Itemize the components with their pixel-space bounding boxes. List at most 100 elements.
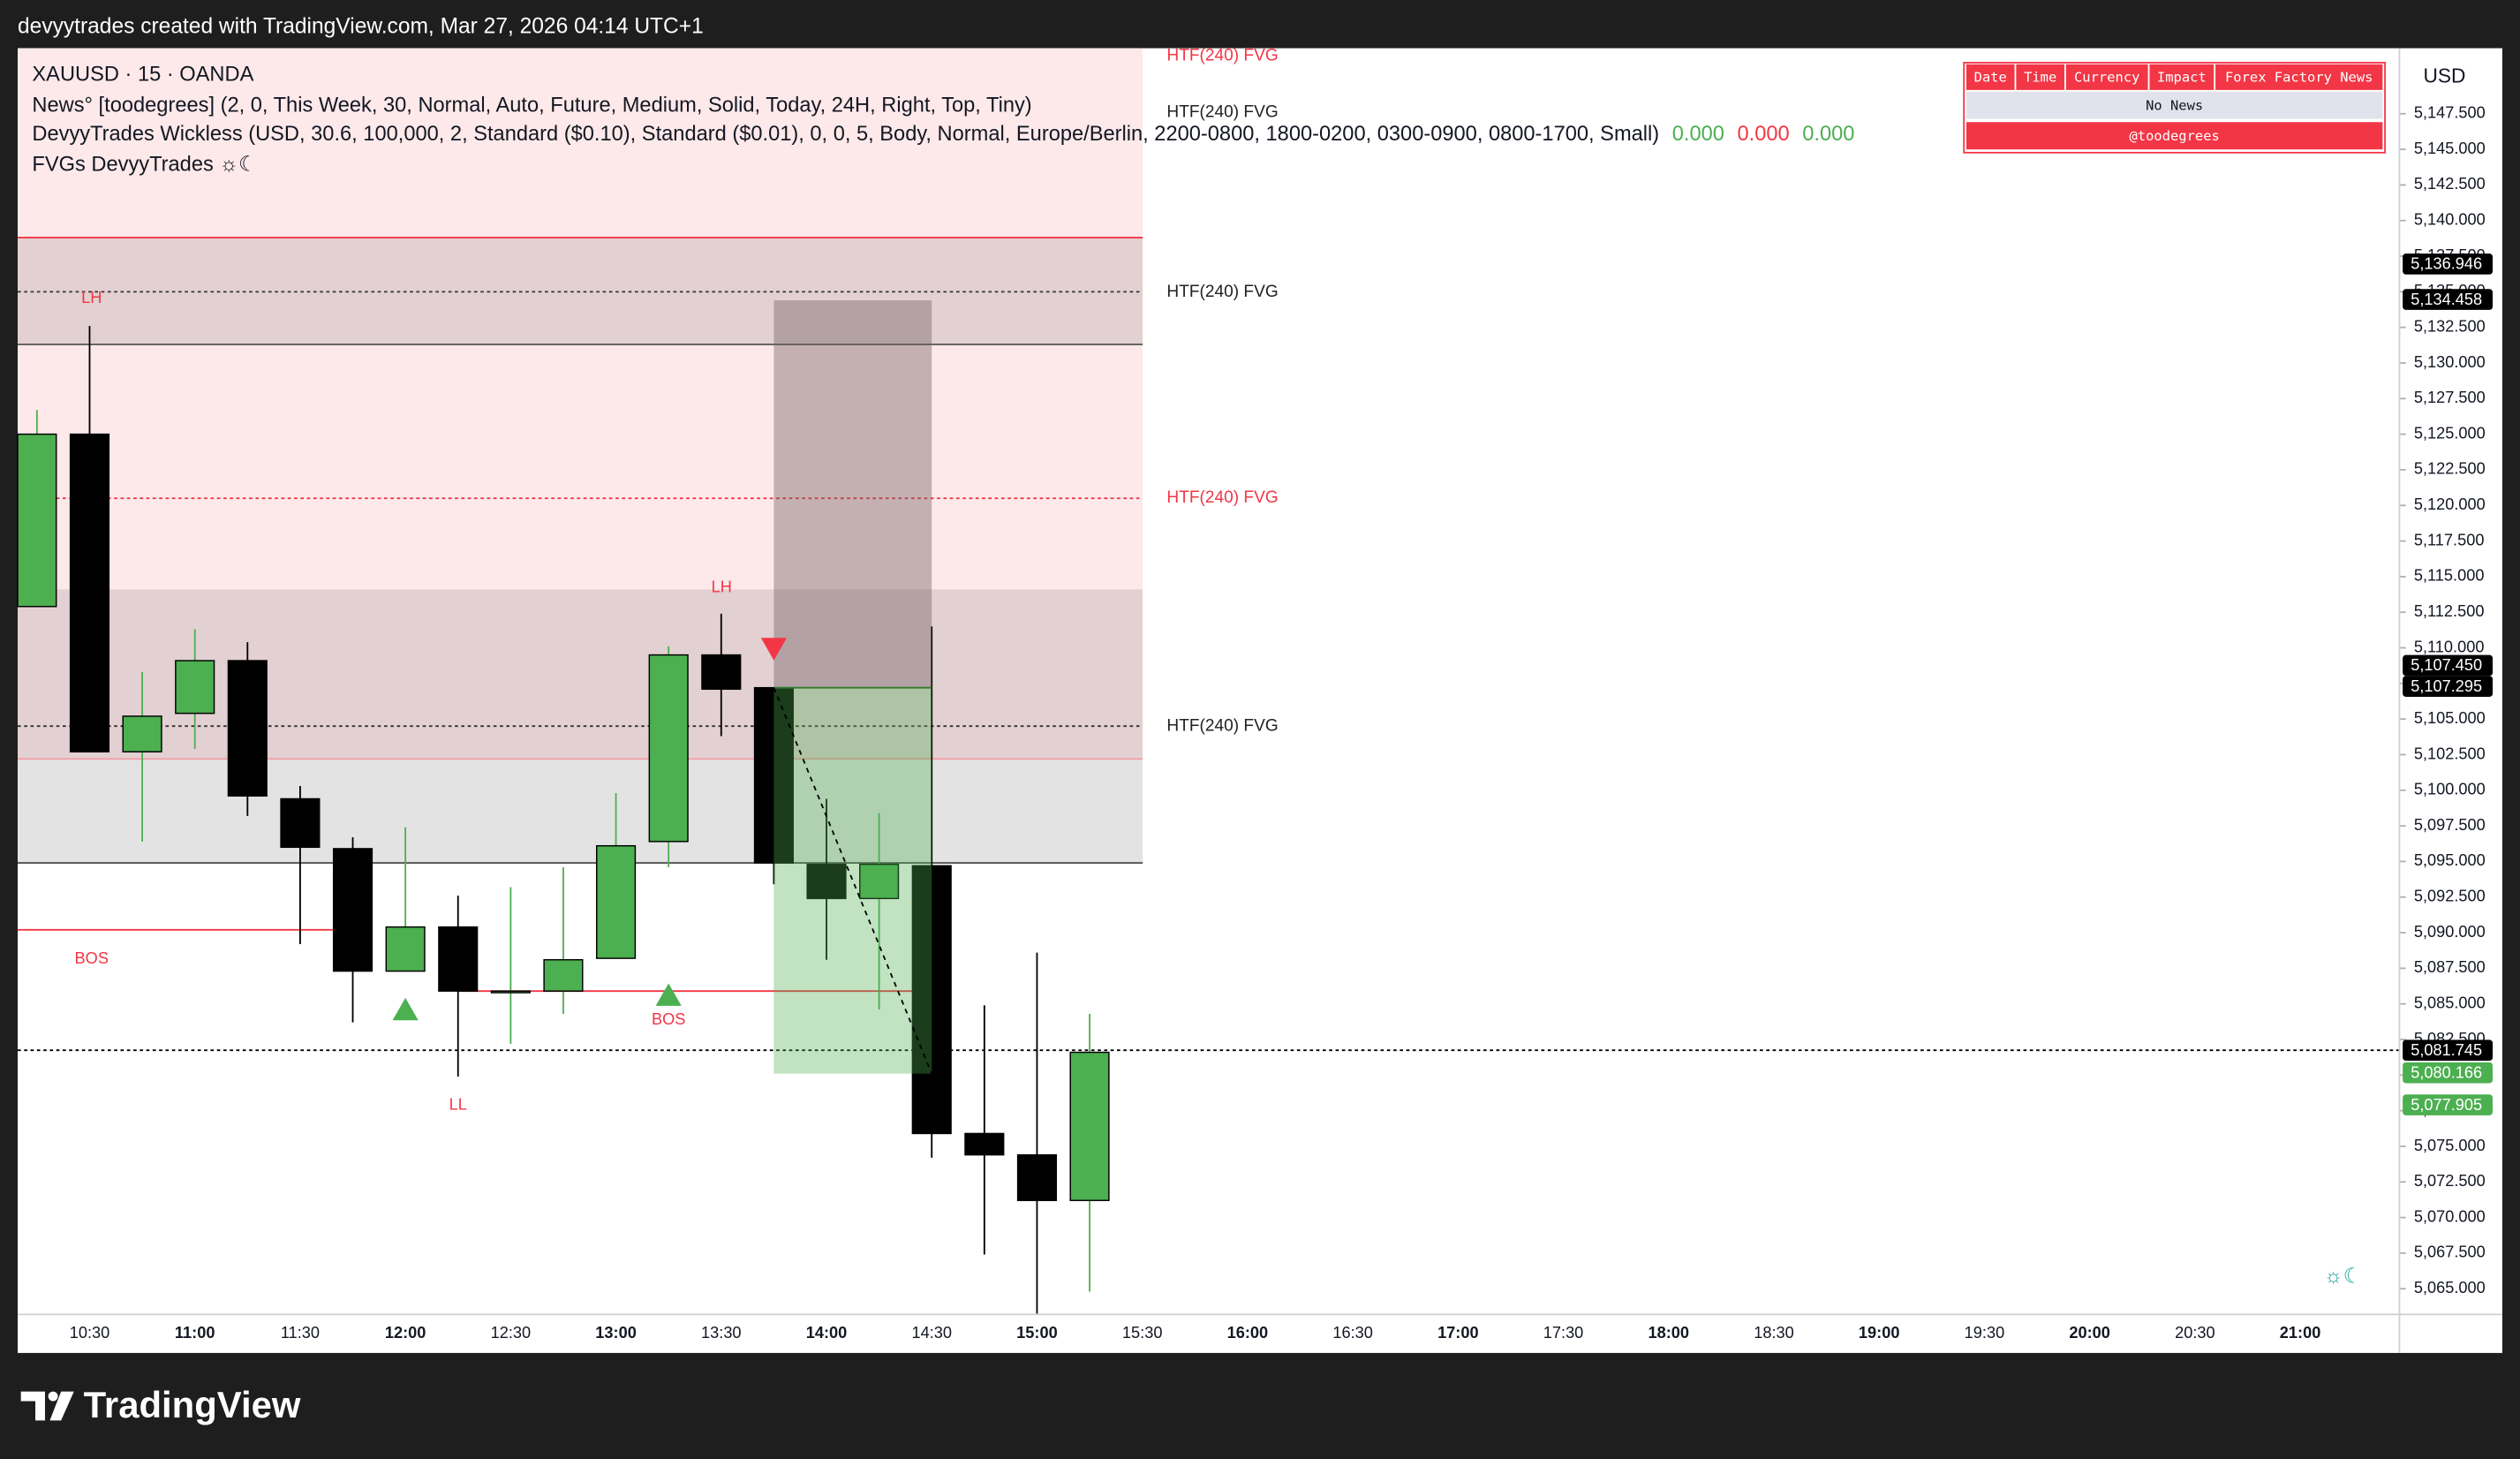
logo-text: TradingView — [84, 1384, 301, 1425]
x-tick-label: 15:30 — [1122, 1324, 1163, 1342]
position-risk — [773, 300, 932, 688]
price-label: 5,136.946 — [2411, 255, 2482, 273]
candle-body — [17, 433, 57, 608]
news-header: Impact — [2157, 70, 2207, 86]
price-label: 5,081.745 — [2411, 1041, 2482, 1059]
y-tick-label: 5,087.500 — [2414, 958, 2486, 976]
price-label-box — [2403, 1062, 2494, 1084]
y-tick-label: 5,130.000 — [2414, 353, 2486, 371]
y-tick-label: 5,095.000 — [2414, 851, 2486, 869]
position-path — [773, 687, 933, 1075]
candle-body — [227, 660, 268, 797]
news-row: @toodegrees — [2129, 128, 2219, 144]
y-tick-label: 5,145.000 — [2414, 140, 2486, 157]
y-tick-label: 5,110.000 — [2414, 638, 2485, 655]
indicator-legend: FVGs DevyyTrades ☼☾ — [32, 154, 257, 177]
price-label: 5,107.295 — [2411, 677, 2482, 695]
price-label-box — [2403, 654, 2494, 677]
logo-mark — [20, 1391, 45, 1421]
price-label: 5,134.458 — [2411, 291, 2482, 308]
x-tick-label: 21:00 — [2280, 1324, 2321, 1342]
candle-body — [648, 654, 689, 843]
y-tick-label: 5,085.000 — [2414, 994, 2486, 1012]
candle-body — [438, 926, 479, 992]
x-tick-label: 18:00 — [1649, 1324, 1690, 1342]
candle-body — [964, 1132, 1005, 1156]
news-header-cell — [2215, 64, 2383, 90]
price-label-box — [2403, 676, 2494, 697]
y-tick-label: 5,127.500 — [2414, 389, 2486, 406]
candle-body — [385, 926, 426, 972]
signal-triangle — [655, 983, 682, 1006]
y-tick-label: 5,140.000 — [2414, 211, 2486, 229]
x-tick-label: 20:30 — [2175, 1324, 2215, 1342]
candle-body — [490, 990, 531, 994]
structure-label: LH — [81, 289, 102, 306]
indicator-legend: DevyyTrades Wickless (USD, 30.6, 100,000… — [32, 123, 1659, 146]
logo-mark — [48, 1391, 58, 1402]
indicator-value: 0.000 — [1802, 123, 1854, 146]
candle-body — [596, 844, 637, 959]
y-tick-label: 5,097.500 — [2414, 816, 2486, 834]
y-tick-label: 5,102.500 — [2414, 745, 2486, 762]
x-tick-label: 11:30 — [281, 1324, 320, 1342]
y-tick-label: 5,132.500 — [2414, 317, 2486, 335]
price-label-box — [2403, 1039, 2494, 1062]
fvg-label: HTF(240) FVG — [1166, 102, 1278, 121]
y-tick-label: 5,072.500 — [2414, 1172, 2486, 1190]
candle-body — [69, 433, 110, 752]
x-tick-label: 11:00 — [175, 1324, 215, 1342]
y-tick-label: 5,117.500 — [2414, 531, 2485, 548]
y-tick-label: 5,142.500 — [2414, 175, 2486, 193]
x-tick-label: 18:30 — [1754, 1324, 1794, 1342]
y-tick-label: 5,070.000 — [2414, 1207, 2486, 1225]
news-row-cell — [1965, 91, 2383, 119]
news-header-cell — [1965, 64, 2015, 90]
candle-body — [911, 865, 952, 1135]
candles — [17, 326, 1110, 1315]
candle-body — [175, 660, 215, 714]
candle-body — [332, 848, 373, 972]
y-tick-label: 5,147.500 — [2414, 104, 2486, 122]
x-tick-label: 16:00 — [1227, 1324, 1269, 1342]
news-header-cell — [2065, 64, 2148, 90]
structure-label: LL — [449, 1096, 467, 1114]
candle-body — [701, 654, 742, 691]
candle-body — [543, 958, 584, 992]
news-header: Date — [1974, 70, 2007, 86]
currency: USD — [2423, 64, 2465, 87]
price-label: 5,080.166 — [2411, 1063, 2482, 1081]
price-label: 5,107.450 — [2411, 656, 2482, 674]
candle-body — [1069, 1051, 1110, 1201]
structure-label: BOS — [75, 949, 109, 967]
candle-body — [1016, 1153, 1058, 1201]
news-row: No News — [2146, 98, 2203, 114]
x-tick-label: 10:30 — [70, 1324, 110, 1342]
fvg-label: HTF(240) FVG — [1166, 716, 1278, 735]
y-tick-label: 5,092.500 — [2414, 888, 2486, 905]
x-tick-label: 16:30 — [1332, 1324, 1373, 1342]
watermark: ☼☾ — [2324, 1266, 2362, 1289]
y-tick-label: 5,067.500 — [2414, 1244, 2486, 1261]
price-label: 5,077.905 — [2411, 1096, 2482, 1114]
fvg-zone — [18, 759, 1143, 864]
candle-body — [280, 798, 321, 849]
y-tick-label: 5,090.000 — [2414, 923, 2486, 941]
news-header: Forex Factory News — [2225, 70, 2373, 86]
logo-icon — [20, 1391, 74, 1421]
signal-triangle — [760, 638, 787, 661]
indicator-value: 0.000 — [1672, 123, 1724, 146]
indicator-value: 0.000 — [1737, 123, 1789, 146]
price-label-box — [2403, 289, 2494, 310]
x-tick-label: 20:00 — [2069, 1324, 2110, 1342]
x-tick-label: 13:30 — [701, 1324, 742, 1342]
fvg-label: HTF(240) FVG — [1166, 283, 1278, 301]
x-tick-label: 12:00 — [385, 1324, 426, 1342]
y-tick-label: 5,105.000 — [2414, 709, 2486, 727]
fvg-label: HTF(240) FVG — [1166, 488, 1278, 507]
news-header: Currency — [2074, 70, 2139, 86]
news-header-cell — [2016, 64, 2064, 90]
y-tick-label: 5,075.000 — [2414, 1137, 2486, 1154]
